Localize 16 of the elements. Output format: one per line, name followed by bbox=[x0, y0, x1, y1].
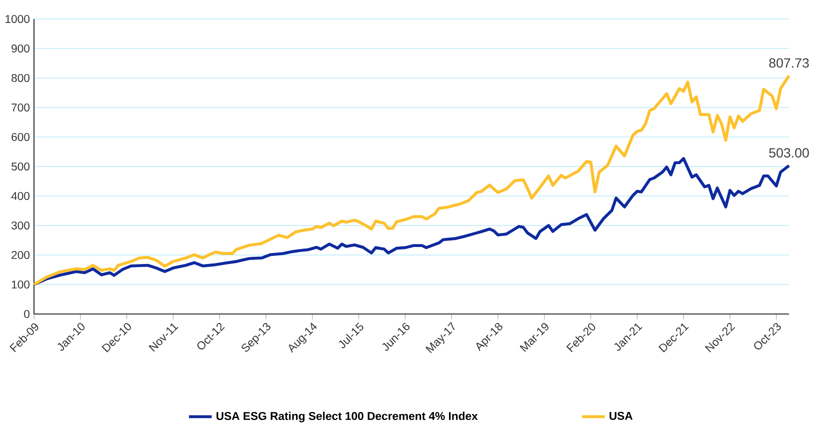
legend-label: USA bbox=[610, 412, 633, 420]
y-tick-label: 300 bbox=[11, 221, 30, 230]
y-tick-label: 1000 bbox=[6, 14, 30, 23]
y-tick-label: 900 bbox=[12, 44, 30, 53]
y-tick-label: 100 bbox=[12, 280, 30, 289]
y-tick-label: 200 bbox=[12, 251, 30, 260]
y-tick-label: 600 bbox=[12, 132, 30, 142]
annotation: 807.73 bbox=[769, 58, 809, 68]
annotation: 503.00 bbox=[769, 148, 809, 158]
y-tick-label: 800 bbox=[12, 74, 30, 82]
legend-label: USA ESG Rating Select 100 Decrement 4% Index bbox=[216, 412, 478, 422]
y-tick-label: 700 bbox=[12, 103, 30, 112]
y-tick-label: 0 bbox=[24, 310, 30, 318]
y-tick-label: 500 bbox=[12, 162, 30, 171]
y-tick-label: 400 bbox=[11, 192, 30, 200]
line-series bbox=[32, 157, 790, 286]
